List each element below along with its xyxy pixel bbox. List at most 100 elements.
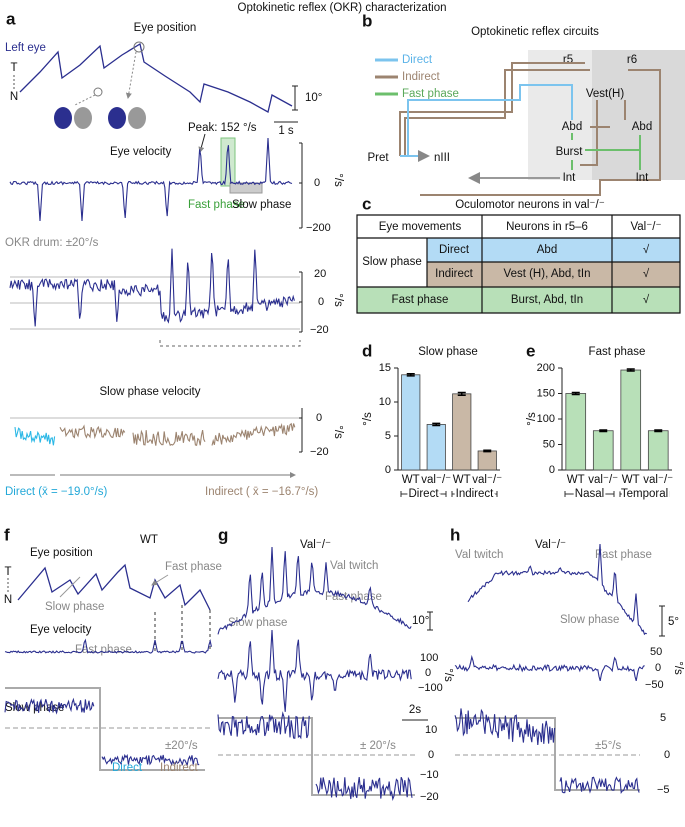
chart-title: Slow phase	[418, 346, 477, 358]
group-bracket	[451, 491, 498, 497]
table-header: Val⁻/⁻	[630, 221, 661, 233]
tick-label: −200	[306, 222, 331, 234]
arrow	[198, 133, 206, 153]
table-cell: √	[643, 267, 650, 280]
region	[592, 50, 685, 180]
scale-bar	[427, 611, 433, 631]
label: WT	[140, 534, 158, 546]
panel-letter: c	[362, 194, 371, 213]
trace	[9, 248, 295, 327]
reference-line	[10, 276, 300, 330]
bracket	[159, 340, 301, 347]
axis-label: °/s	[672, 661, 684, 675]
marker	[133, 41, 145, 53]
label: r5	[563, 54, 573, 66]
scale-bar	[659, 605, 665, 637]
node: Pret	[367, 152, 389, 164]
error-bar	[406, 373, 415, 377]
label: Slow phase velocity	[100, 386, 201, 398]
trace	[454, 654, 645, 682]
label: 1 s	[278, 125, 294, 137]
label: Val⁻/⁻	[300, 539, 331, 551]
arrow	[59, 574, 169, 598]
label: Val twitch	[455, 549, 503, 561]
y-tick-label: 0	[385, 464, 391, 476]
tick-label: −50	[645, 679, 664, 691]
label: 2s	[409, 704, 421, 716]
tick-label: 0	[664, 749, 670, 761]
bar	[477, 450, 497, 471]
panel-letter: g	[218, 525, 228, 544]
trace	[454, 708, 556, 746]
tick-label: 50	[650, 646, 662, 658]
panel-letter: a	[6, 9, 16, 28]
axis	[299, 142, 303, 229]
label: Eye velocity	[30, 624, 92, 636]
label: Oculomotor neurons in val⁻/⁻	[455, 199, 605, 211]
label: N	[10, 91, 18, 103]
group-bracket	[619, 491, 670, 497]
label: Direct (x̄ = −19.0°/s)	[5, 486, 108, 498]
tick-label: 100	[420, 652, 438, 664]
arrow	[74, 51, 137, 106]
error-bar	[457, 391, 466, 396]
table-cell: Fast phase	[392, 294, 449, 306]
x-tick-label: WT	[567, 474, 585, 486]
label: 10°	[305, 92, 322, 104]
y-tick-label: 100	[537, 413, 555, 425]
panel-letter: f	[4, 525, 10, 544]
y-tick-label: 0	[549, 464, 555, 476]
node: Vest(H)	[586, 88, 625, 100]
table-cell: Direct	[439, 244, 470, 256]
label: N	[4, 594, 12, 606]
guide	[154, 605, 211, 652]
tick-label: 20	[314, 268, 326, 280]
y-tick-label: 10	[379, 396, 391, 408]
figure-title: Optokinetic reflex (OKR) characterizatio…	[238, 2, 447, 14]
bar	[620, 369, 642, 471]
label: ±20°/s	[165, 740, 198, 752]
panel-letter: d	[362, 341, 372, 360]
error-bar	[599, 429, 608, 433]
label: Val⁻/⁻	[535, 539, 566, 551]
label: 5°	[668, 616, 679, 628]
chart-title: Fast phase	[589, 346, 646, 358]
label: Optokinetic reflex circuits	[471, 26, 599, 38]
legend-label: Fast phase	[402, 88, 459, 100]
group-bracket	[400, 491, 447, 497]
label: Peak: 152 °/s	[188, 122, 257, 134]
trace	[19, 42, 293, 113]
axis-label: °/s	[332, 293, 344, 307]
label: Slow phase	[560, 614, 619, 626]
tick-label: 10	[425, 724, 437, 736]
bar	[401, 374, 421, 471]
tick-label: −5	[657, 784, 670, 796]
label: Slow phase	[228, 617, 287, 629]
label: Val twitch	[330, 560, 378, 572]
trace	[467, 543, 648, 636]
marker	[93, 87, 103, 97]
table-cell: √	[643, 293, 650, 306]
label: Fast phase	[165, 561, 222, 573]
tick-label: −10	[420, 769, 439, 781]
trace	[559, 776, 640, 795]
label: Indirect	[160, 762, 199, 774]
x-tick-label: WT	[453, 474, 471, 486]
x-tick-label: WT	[622, 474, 640, 486]
legend-label: Direct	[402, 54, 433, 66]
bar	[452, 393, 472, 471]
region	[528, 50, 592, 180]
node: Int	[563, 172, 577, 184]
trace	[4, 638, 212, 654]
x-tick-label: val⁻/⁻	[588, 474, 618, 486]
axis	[299, 271, 303, 333]
node: Abd	[562, 121, 582, 133]
axis-label: °/s	[332, 173, 344, 187]
node: Burst	[556, 146, 584, 158]
label: ±5°/s	[595, 740, 622, 752]
legend-label: Indirect	[402, 71, 441, 83]
trace	[59, 424, 126, 440]
y-tick-label: 200	[537, 362, 555, 374]
table-cell: Slow phase	[362, 256, 421, 268]
